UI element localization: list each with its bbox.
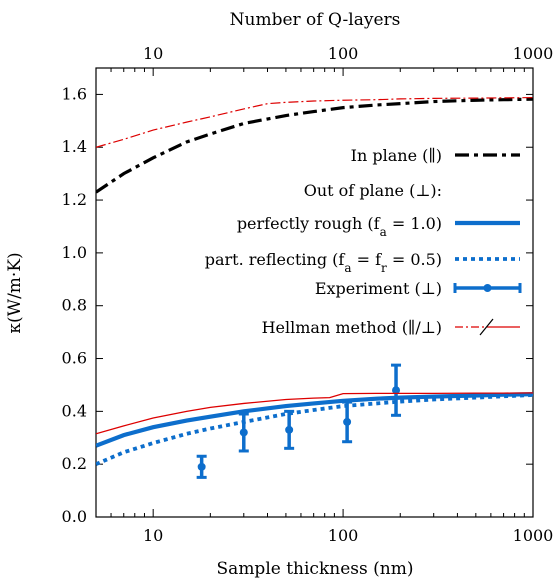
data-point	[392, 386, 401, 395]
legend-text-part: = f	[351, 250, 382, 269]
x2-tick-label: 100	[328, 44, 359, 63]
legend-subscript: a	[344, 261, 351, 275]
x-axis-title: Sample thickness (nm)	[217, 559, 414, 579]
legend-text-part: Experiment (⊥)	[315, 279, 442, 298]
y-tick-label: 1.0	[62, 243, 87, 262]
y-tick-label: 0.8	[62, 296, 87, 315]
y-tick-label: 1.2	[62, 190, 87, 209]
legend-label-hellman: Hellman method (∥/⊥)	[262, 318, 442, 337]
legend: In plane (∥) Out of plane (⊥): perfectly r…	[205, 146, 522, 337]
y-tick-label: 0.4	[62, 401, 87, 420]
series-line-hellman-out-of-plane	[96, 392, 533, 435]
x-tick-label: 1000	[513, 526, 554, 545]
plot-area: 0.0 0.2 0.4 0.6 0.8 1.0 1.2 1.4 1.6 10 100 1000 10 10…	[62, 44, 554, 545]
plot-frame	[95, 67, 534, 518]
series-group	[96, 96, 533, 479]
legend-label-part-reflecting: part. reflecting (fa = fr = 0.5)	[205, 250, 442, 275]
data-point	[343, 417, 352, 426]
series-line-dotted	[96, 393, 533, 466]
legend-text-part: Hellman method (∥/⊥)	[262, 318, 442, 337]
x-tick-label: 10	[143, 526, 163, 545]
data-point	[285, 425, 294, 434]
legend-sample-hellman-slash	[479, 318, 494, 336]
legend-text-part: part. reflecting (f	[205, 250, 346, 269]
legend-label-experiment: Experiment (⊥)	[315, 279, 442, 298]
x-tick-label: 100	[328, 526, 359, 545]
legend-text-part: perfectly rough (f	[237, 214, 381, 233]
y-tick-label: 0.0	[62, 507, 87, 526]
series-line-hellman-in-plane	[96, 96, 533, 148]
y-tick-label: 0.2	[62, 454, 87, 473]
legend-subscript: r	[381, 261, 387, 275]
x2-axis-title: Number of Q-layers	[230, 10, 401, 30]
x2-tick-label: 1000	[513, 44, 554, 63]
x2-tick-label: 10	[143, 44, 163, 63]
data-point	[239, 428, 248, 437]
legend-header: Out of plane (⊥):	[304, 181, 442, 200]
y-axis-title: κ(W/m·K)	[5, 252, 25, 333]
legend-label-in-plane: In plane (∥)	[351, 146, 442, 165]
legend-text-part: = 1.0)	[387, 214, 442, 233]
legend-subscript: a	[380, 225, 387, 239]
data-point	[197, 462, 206, 471]
legend-text-part: In plane (∥)	[351, 146, 442, 165]
series-line-solid	[96, 392, 533, 448]
legend-sample-experiment-marker	[483, 284, 492, 292]
legend-label-perfectly-rough: perfectly rough (fa = 1.0)	[237, 214, 442, 239]
y-tick-label: 1.4	[62, 137, 87, 156]
y-tick-label: 1.6	[62, 84, 87, 103]
legend-text-part: = 0.5)	[387, 250, 442, 269]
series-line-dashdot	[96, 97, 533, 194]
y-tick-label: 0.6	[62, 349, 87, 368]
